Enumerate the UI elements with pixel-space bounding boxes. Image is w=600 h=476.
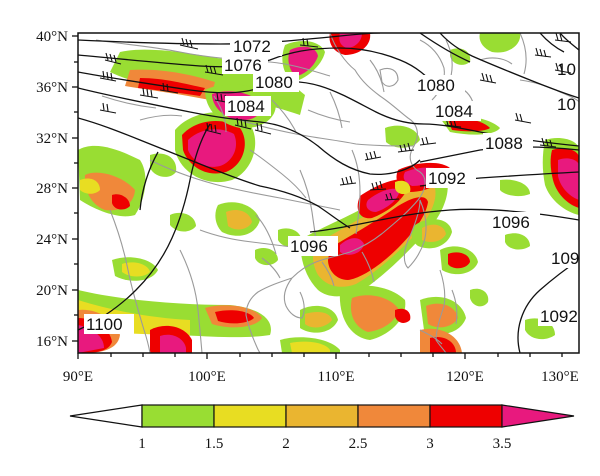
shaded-field <box>78 33 579 353</box>
lat-labels: 40°N 36°N 32°N 28°N 24°N 20°N 16°N <box>36 29 68 350</box>
contour-label-1096-east: 1096 <box>492 213 530 232</box>
colorbar-bin-5 <box>429 404 503 428</box>
contour-label-109-edge: 109 <box>551 249 579 268</box>
colorbar-label-3-5: 3.5 <box>493 436 512 452</box>
lat-label-16: 16°N <box>36 334 68 350</box>
contour-label-edge-top: 10 <box>557 60 576 79</box>
lat-label-36: 36°N <box>36 80 68 96</box>
colorbar-bin-4 <box>357 404 431 428</box>
contour-label-1072: 1072 <box>233 37 271 56</box>
contour-label-1080-west: 1080 <box>255 73 293 92</box>
contour-label-1096-south: 1096 <box>290 237 328 256</box>
lon-label-110: 110°E <box>317 369 354 385</box>
lon-labels: 90°E 100°E 110°E 120°E 130°E <box>63 369 579 385</box>
colorbar-label-2-5: 2.5 <box>349 436 368 452</box>
lat-label-24: 24°N <box>36 232 68 248</box>
lon-label-90: 90°E <box>63 369 93 385</box>
lat-ticks <box>72 35 78 342</box>
lat-label-32: 32°N <box>36 131 68 147</box>
lon-label-130: 130°E <box>541 369 579 385</box>
colorbar-label-1-5: 1.5 <box>205 436 224 452</box>
contour-labels: 1072 1076 1080 1084 1080 1084 1088 1092 … <box>84 36 579 334</box>
colorbar-bin-2 <box>213 404 287 428</box>
lat-label-28: 28°N <box>36 181 68 197</box>
lat-label-40: 40°N <box>36 29 68 45</box>
lat-label-20: 20°N <box>36 283 68 299</box>
contour-label-edge-mid: 10 <box>557 95 576 114</box>
boundary-lines <box>95 33 579 353</box>
contour-label-1088: 1088 <box>485 134 523 153</box>
colorbar-bin-3 <box>285 404 359 428</box>
lon-label-120: 120°E <box>446 369 484 385</box>
contour-label-1084-east: 1084 <box>435 102 473 121</box>
contour-label-1092-edge: 1092 <box>540 307 578 326</box>
colorbar-label-1: 1 <box>138 436 146 452</box>
colorbar-upper-triangle <box>501 404 575 428</box>
lon-label-100: 100°E <box>188 369 226 385</box>
contour-label-1092: 1092 <box>428 169 466 188</box>
lon-ticks <box>77 353 563 359</box>
contour-label-1084-west: 1084 <box>227 97 265 116</box>
wind-barbs <box>99 33 572 201</box>
plot-frame <box>77 32 580 354</box>
contour-label-1080-east: 1080 <box>417 76 455 95</box>
contour-label-1100: 1100 <box>86 315 123 334</box>
colorbar-label-3: 3 <box>426 436 434 452</box>
colorbar-bin-1 <box>141 404 215 428</box>
colorbar-lower-triangle <box>69 404 143 428</box>
colorbar-label-2: 2 <box>282 436 290 452</box>
contour-label-1076: 1076 <box>224 56 262 75</box>
colorbar: 1 1.5 2 2.5 3 3.5 <box>69 404 575 452</box>
